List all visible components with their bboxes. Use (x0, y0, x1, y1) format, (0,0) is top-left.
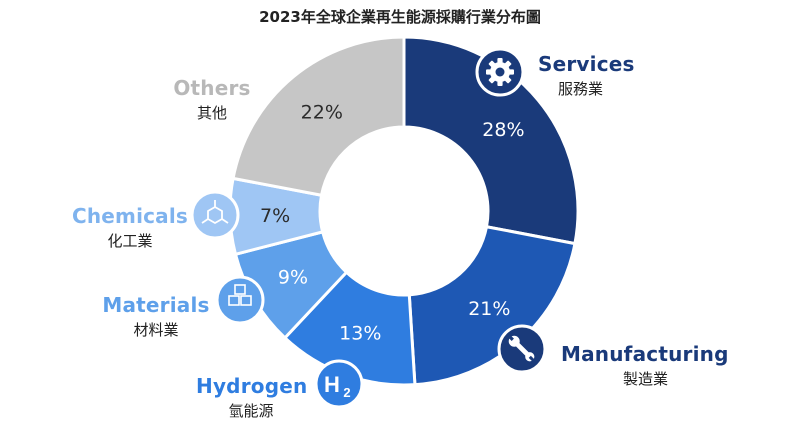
molecule-icon (190, 190, 240, 240)
h2-icon-sub: 2 (343, 385, 350, 400)
slice-manufacturing (407, 224, 577, 387)
slice-label-others: 22% (301, 102, 343, 124)
category-materials: Materials 材料業 (97, 293, 215, 340)
slice-others (231, 35, 406, 198)
category-chemicals-zh: 化工業 (107, 232, 153, 250)
h2-icon: H 2 (314, 359, 364, 409)
category-chemicals-en: Chemicals (71, 204, 189, 228)
slice-label-services: 28% (482, 119, 524, 141)
slice-label-materials: 9% (278, 267, 308, 289)
category-manufacturing-en: Manufacturing (561, 342, 729, 366)
category-chemicals: Chemicals 化工業 (68, 204, 192, 251)
category-services: Services 服務業 (538, 52, 635, 99)
category-services-zh: 服務業 (558, 80, 604, 98)
category-materials-en: Materials (102, 293, 210, 317)
category-manufacturing: Manufacturing 製造業 (561, 342, 729, 389)
slice-label-manufacturing: 21% (468, 298, 510, 320)
category-manufacturing-zh: 製造業 (623, 370, 669, 388)
slice-label-hydrogen: 13% (339, 322, 381, 344)
category-services-en: Services (538, 52, 635, 76)
slice-label-chemicals: 7% (260, 205, 290, 227)
category-hydrogen: Hydrogen 氫能源 (196, 374, 308, 421)
gear-icon (475, 47, 525, 97)
h2-icon-main: H (324, 372, 340, 397)
category-hydrogen-zh: 氫能源 (228, 402, 274, 420)
chart-title: 2023年全球企業再生能源採購行業分布圖 (259, 8, 541, 26)
category-materials-zh: 材料業 (133, 321, 179, 339)
category-hydrogen-en: Hydrogen (196, 374, 308, 398)
boxes-icon (215, 275, 265, 325)
category-others: Others 其他 (170, 76, 254, 123)
category-others-zh: 其他 (196, 104, 227, 122)
category-others-en: Others (173, 76, 251, 100)
wrench-icon (497, 324, 547, 374)
